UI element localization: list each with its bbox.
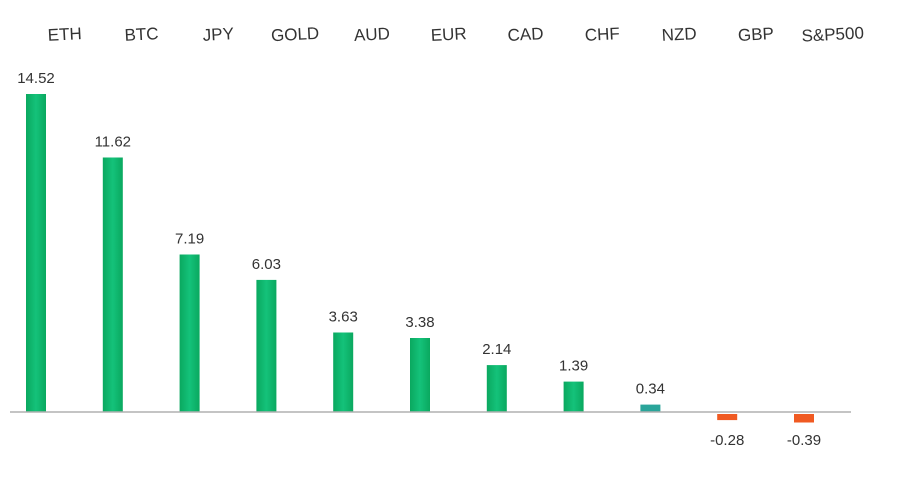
value-label-gold: 6.03 [252,256,281,273]
value-label-btc: 11.62 [95,134,131,151]
value-labels: 14.52 11.62 7.19 6.03 3.63 3.38 2.14 1.39 0.34 -0… [17,70,821,449]
bar-sp500 [794,414,814,423]
category-label-cad: CAD [507,24,544,45]
value-label-cad: 2.14 [482,341,511,358]
bar-nzd [640,404,661,412]
bar-eth [26,94,46,412]
value-label-sp500: -0.39 [787,432,821,449]
category-label-chf: CHF [584,24,620,45]
category-label-eth: ETH [47,24,82,45]
category-labels: ETH BTC JPY GOLD AUD EUR CAD CHF NZD GBP S&P500 [47,23,864,45]
category-label-eur: EUR [430,24,467,45]
category-label-btc: BTC [124,24,159,45]
value-label-eur: 3.38 [405,314,434,331]
bar-aud [333,332,354,412]
bar-gold [256,279,277,412]
bar-series [26,94,814,423]
bar-cad [486,365,507,412]
bar-chf [563,381,584,412]
bar-btc [102,157,123,412]
bar-jpy [179,254,200,412]
category-label-gbp: GBP [737,24,774,45]
value-label-chf: 1.39 [559,358,588,375]
category-label-sp500: S&P500 [801,23,864,45]
value-label-gbp: -0.28 [710,432,744,449]
value-label-jpy: 7.19 [175,231,204,248]
bar-eur [410,338,430,412]
category-label-aud: AUD [353,24,390,45]
category-label-jpy: JPY [202,24,234,45]
bar-gbp [717,414,738,421]
value-label-eth: 14.52 [17,70,55,87]
category-label-nzd: NZD [661,24,697,45]
category-label-gold: GOLD [271,24,320,45]
value-label-aud: 3.63 [329,309,358,326]
value-label-nzd: 0.34 [636,381,665,398]
